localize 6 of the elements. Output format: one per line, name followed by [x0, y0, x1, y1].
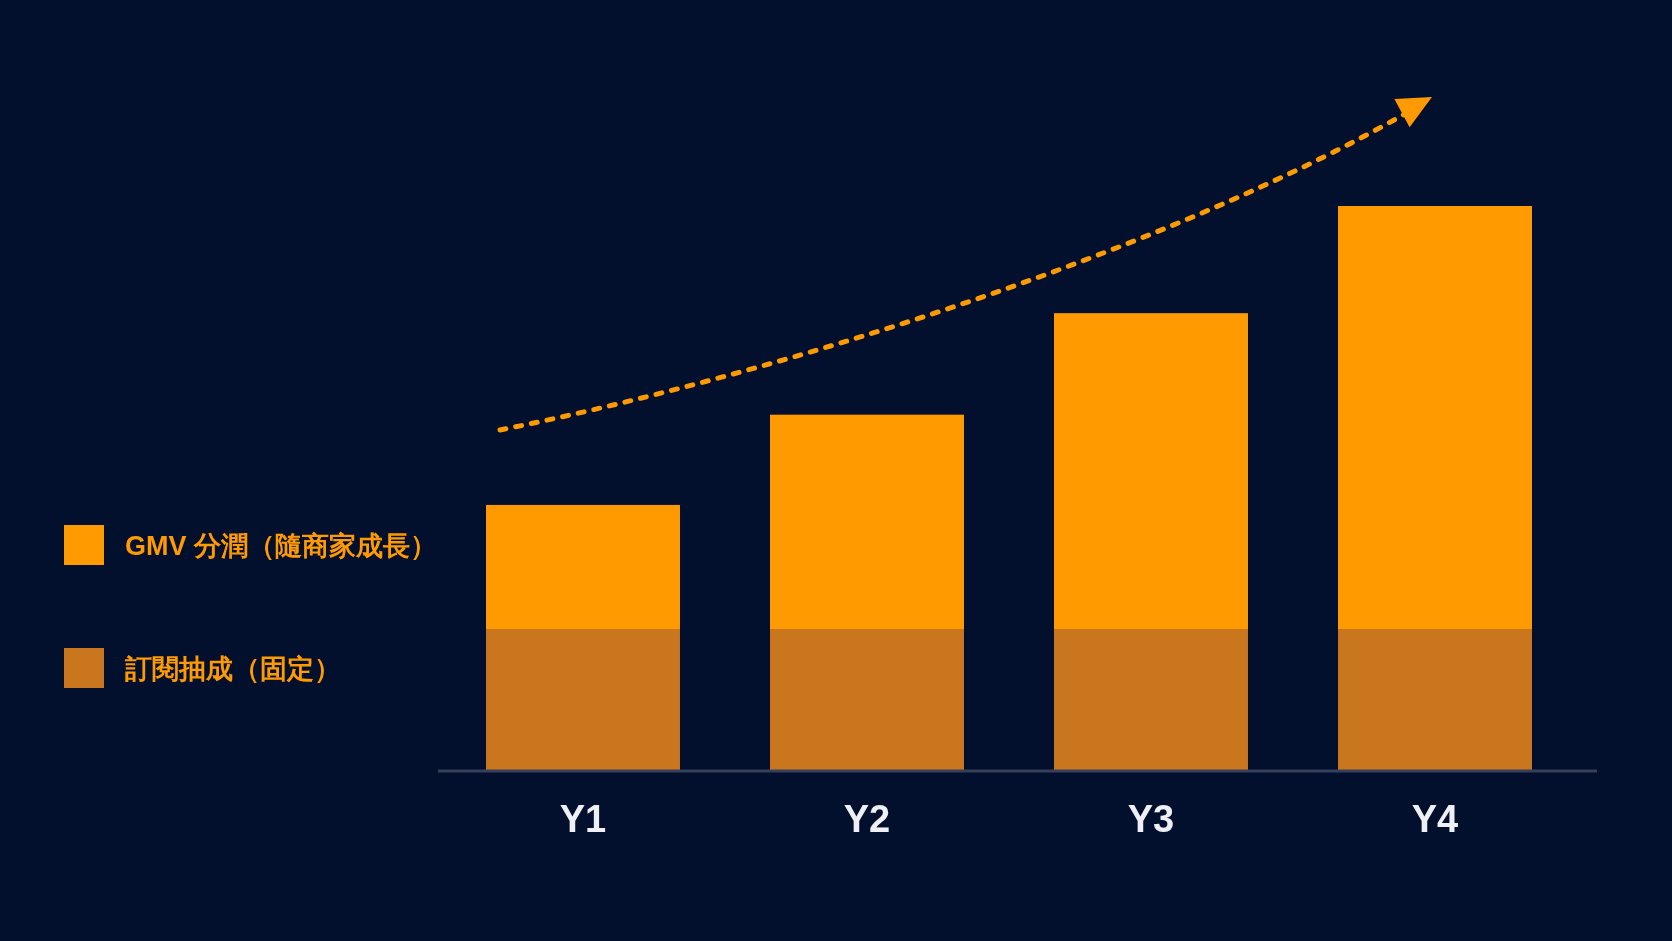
legend-label: GMV 分潤（隨商家成長） [125, 531, 437, 561]
x-tick-label: Y2 [843, 798, 891, 840]
legend-label: 訂閱抽成（固定） [125, 654, 341, 684]
x-tick-label: Y1 [559, 798, 607, 840]
x-tick-label: Y3 [1127, 798, 1175, 840]
x-tick-label: Y4 [1411, 798, 1459, 840]
